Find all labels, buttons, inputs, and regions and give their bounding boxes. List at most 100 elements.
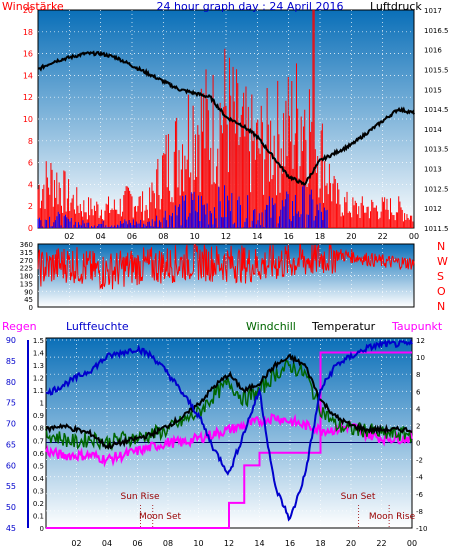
tick-label: 14	[252, 232, 262, 241]
tick-label: -8	[416, 508, 423, 516]
tick-label: 0.2	[33, 500, 44, 508]
tick-label: 65	[6, 440, 16, 449]
tick-label: 4	[416, 405, 421, 413]
tick-label: 1.2	[33, 375, 44, 383]
wind-direction-line	[37, 244, 415, 290]
tick-label: 0.6	[33, 450, 45, 458]
tick-label: 85	[6, 357, 16, 366]
tick-label: 90	[24, 288, 33, 296]
tick-label: 10	[193, 539, 203, 548]
compass-label: O	[437, 285, 446, 298]
legend-taupunkt: Taupunkt	[391, 320, 443, 333]
top-right-ticks: 1017 1016.5 1016 1015.5 1015 1014.5 1014 1013.5…	[424, 7, 449, 233]
humidity-ticks: 90 85 80 75 70 65 60 55 50 45	[6, 336, 16, 533]
sun-rise-label: Sun Rise	[121, 492, 160, 502]
tick-label: 55	[6, 482, 16, 491]
tick-label: 08	[158, 232, 168, 241]
moon-rise-label: Moon Rise	[369, 512, 416, 522]
compass-label: N	[437, 300, 445, 313]
tick-label: 04	[96, 232, 106, 241]
tick-label: 12	[224, 539, 234, 548]
tick-label: 06	[132, 539, 142, 548]
tick-label: 1011.5	[424, 225, 449, 233]
tick-label: 0	[29, 304, 33, 312]
tick-label: 10	[416, 354, 425, 362]
tick-label: 02	[71, 539, 81, 548]
tick-label: 0	[416, 440, 420, 448]
tick-label: 18	[315, 539, 325, 548]
compass-label: W	[437, 255, 448, 268]
compass-label: S	[437, 270, 444, 283]
tick-label: -6	[416, 491, 424, 499]
center-title: 24 hour graph day : 24 April 2016	[157, 0, 344, 13]
tick-label: 06	[127, 232, 137, 241]
gust-series	[37, 184, 328, 228]
tick-label: 12	[23, 93, 33, 102]
tick-label: 60	[6, 461, 16, 470]
tick-label: 6	[28, 159, 33, 168]
pressure-line	[37, 50, 415, 186]
tick-label: 315	[20, 249, 33, 257]
tick-label: 270	[20, 257, 33, 265]
tick-label: 1017	[424, 7, 442, 15]
tick-label: 4	[28, 180, 33, 189]
tick-label: 70	[6, 420, 16, 429]
tick-label: -4	[416, 474, 424, 482]
tick-label: 45	[6, 524, 16, 533]
tick-label: 2	[28, 202, 33, 211]
tick-label: 1016.5	[424, 27, 449, 35]
tick-label: 8	[416, 371, 420, 379]
right-title: Luftdruck	[370, 0, 422, 13]
tick-label: 75	[6, 399, 16, 408]
left-title: Windstärke	[2, 0, 64, 13]
tick-label: 0.9	[33, 412, 44, 420]
tick-label: 1014.5	[424, 106, 449, 114]
tick-label: 10	[23, 115, 33, 124]
tick-label: 1.5	[33, 337, 44, 345]
legend-windchill: Windchill	[246, 320, 296, 333]
tick-label: 1014	[424, 126, 442, 134]
tick-label: 04	[102, 539, 112, 548]
tick-label: 16	[285, 539, 295, 548]
astro-events: Sun Rise Moon Set Sun Set Moon Rise	[121, 492, 416, 522]
tick-label: 00	[407, 539, 417, 548]
top-x-ticks: 02 04 06 08 10 12 14 16 18 20 22 00	[64, 232, 419, 241]
tick-label: 22	[376, 539, 386, 548]
tick-label: 20	[23, 6, 33, 15]
tick-label: 80	[6, 378, 16, 387]
tick-label: 1.4	[33, 350, 45, 358]
wind-direction-series	[37, 244, 415, 290]
tick-label: 16	[284, 232, 294, 241]
tick-label: 0	[28, 224, 33, 233]
tick-label: 1012.5	[424, 185, 449, 193]
tick-label: 0.3	[33, 487, 44, 495]
tick-label: 0.5	[33, 462, 44, 470]
pressure-series	[37, 50, 415, 186]
tick-label: 20	[346, 232, 356, 241]
legend-temperatur: Temperatur	[311, 320, 376, 333]
legend-regen: Regen	[2, 320, 37, 333]
sun-set-label: Sun Set	[341, 492, 376, 502]
temperature-ticks: 12 10 8 6 4 2 0 -2 -4 -6 -8 -10	[416, 337, 427, 533]
legend-luftfeuchte: Luftfeuchte	[66, 320, 129, 333]
tick-label: 0	[40, 525, 44, 533]
tick-label: 14	[254, 539, 264, 548]
tick-label: 08	[163, 539, 173, 548]
tick-label: 1012	[424, 205, 442, 213]
tick-label: 16	[23, 50, 33, 59]
tick-label: 02	[64, 232, 74, 241]
tick-label: 0.4	[33, 475, 45, 483]
tick-label: 6	[416, 388, 421, 396]
tick-label: 360	[20, 241, 33, 249]
tick-label: 20	[346, 539, 356, 548]
tick-label: 1.1	[33, 387, 44, 395]
moon-set-label: Moon Set	[139, 512, 182, 522]
tick-label: 1016	[424, 47, 442, 55]
tick-label: 0.7	[33, 437, 44, 445]
bottom-x-ticks: 02 04 06 08 10 12 14 16 18 20 22 00	[71, 539, 417, 548]
tick-label: 180	[20, 273, 33, 281]
tick-label: 22	[378, 232, 388, 241]
